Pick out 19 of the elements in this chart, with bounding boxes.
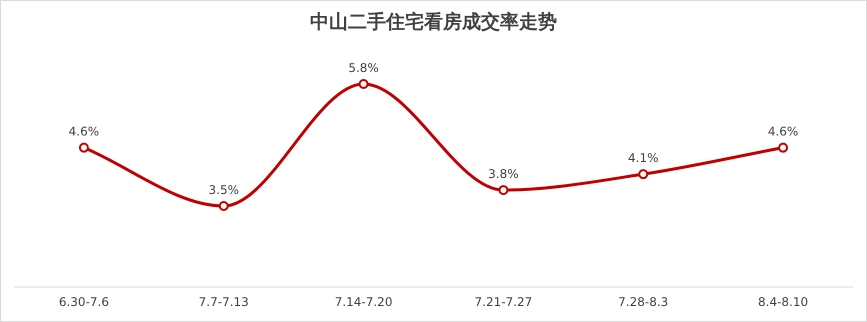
data-label: 5.8% [348, 61, 379, 75]
data-label: 4.1% [628, 151, 658, 166]
point [218, 201, 229, 211]
x-tick-label: 6.30-7.6 [58, 295, 109, 309]
x-tick-label: 8.4-8.10 [758, 295, 808, 309]
x-tick-label: 7.21-7.27 [474, 295, 532, 309]
data-label: 4.6% [68, 124, 100, 139]
x-tick-label: 7.14-7.20 [334, 295, 392, 309]
point [498, 185, 508, 196]
data-label: 4.6% [768, 124, 798, 139]
data-label: 3.5% [208, 183, 239, 197]
point [78, 142, 89, 153]
x-tick-label: 7.7-7.13 [198, 295, 249, 309]
point [358, 79, 369, 89]
x-tick-label: 7.28-8.3 [618, 295, 668, 309]
point [778, 142, 788, 153]
point [638, 169, 648, 180]
chart-title: 中山二手住宅看房成交率走势 [310, 11, 557, 33]
data-label: 3.8% [488, 167, 519, 182]
